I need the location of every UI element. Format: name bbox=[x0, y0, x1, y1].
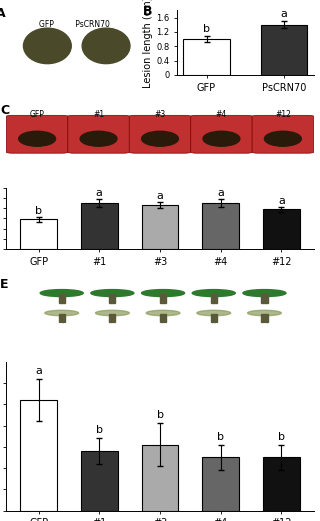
Text: GFP: GFP bbox=[55, 324, 68, 329]
Bar bbox=[59, 294, 65, 303]
Text: a: a bbox=[35, 366, 42, 376]
Bar bbox=[203, 457, 239, 511]
Text: b: b bbox=[96, 425, 103, 435]
Circle shape bbox=[45, 311, 79, 316]
Text: GFP         PsCRN70: GFP PsCRN70 bbox=[39, 20, 110, 29]
Text: #4: #4 bbox=[216, 110, 227, 119]
Bar bbox=[59, 314, 65, 322]
Text: a: a bbox=[278, 196, 285, 206]
Text: b: b bbox=[278, 431, 285, 441]
FancyBboxPatch shape bbox=[6, 115, 68, 153]
FancyBboxPatch shape bbox=[68, 115, 129, 153]
Ellipse shape bbox=[23, 28, 71, 64]
Bar bbox=[261, 294, 268, 303]
Text: Zoospores: Zoospores bbox=[10, 314, 49, 322]
Y-axis label: Lesion length (cm): Lesion length (cm) bbox=[143, 0, 153, 89]
Ellipse shape bbox=[80, 131, 117, 146]
Bar bbox=[261, 25, 308, 75]
Circle shape bbox=[248, 311, 281, 316]
Text: #3: #3 bbox=[158, 324, 168, 329]
Circle shape bbox=[197, 311, 231, 316]
Text: GFP: GFP bbox=[30, 110, 44, 119]
Text: a: a bbox=[96, 188, 103, 199]
Text: C: C bbox=[0, 104, 9, 117]
Circle shape bbox=[40, 290, 83, 296]
Bar bbox=[160, 294, 166, 303]
Text: #3: #3 bbox=[154, 110, 166, 119]
Bar bbox=[109, 294, 116, 303]
Bar bbox=[142, 205, 178, 249]
Bar bbox=[263, 209, 300, 249]
Text: B: B bbox=[143, 5, 152, 18]
Ellipse shape bbox=[203, 131, 240, 146]
Text: E: E bbox=[0, 278, 9, 291]
Bar bbox=[160, 314, 166, 322]
Ellipse shape bbox=[19, 131, 56, 146]
Bar bbox=[109, 314, 116, 322]
Text: Water: Water bbox=[10, 283, 32, 293]
Text: b: b bbox=[35, 206, 42, 216]
Bar bbox=[20, 219, 57, 249]
Bar bbox=[81, 203, 117, 249]
Bar bbox=[183, 39, 230, 75]
Ellipse shape bbox=[264, 131, 301, 146]
Bar bbox=[81, 451, 117, 511]
Circle shape bbox=[95, 311, 129, 316]
Text: a: a bbox=[281, 9, 288, 19]
Text: b: b bbox=[217, 431, 224, 441]
FancyBboxPatch shape bbox=[191, 115, 252, 153]
Circle shape bbox=[141, 290, 185, 296]
Circle shape bbox=[91, 290, 134, 296]
Text: #4: #4 bbox=[209, 324, 219, 329]
Circle shape bbox=[146, 311, 180, 316]
Text: a: a bbox=[156, 191, 164, 201]
Circle shape bbox=[243, 290, 286, 296]
Text: b: b bbox=[203, 24, 210, 34]
Text: #12: #12 bbox=[275, 110, 291, 119]
Text: #1: #1 bbox=[93, 110, 104, 119]
FancyBboxPatch shape bbox=[252, 115, 314, 153]
Text: A: A bbox=[0, 7, 5, 20]
Text: #12: #12 bbox=[257, 324, 272, 329]
Text: b: b bbox=[156, 411, 164, 420]
Text: #1: #1 bbox=[107, 324, 117, 329]
Bar bbox=[263, 457, 300, 511]
Circle shape bbox=[192, 290, 235, 296]
Bar bbox=[20, 400, 57, 511]
Bar bbox=[142, 445, 178, 511]
Ellipse shape bbox=[141, 131, 179, 146]
Bar bbox=[261, 314, 268, 322]
Bar bbox=[203, 203, 239, 249]
FancyBboxPatch shape bbox=[129, 115, 191, 153]
Ellipse shape bbox=[82, 28, 130, 64]
Text: a: a bbox=[217, 188, 224, 199]
Bar bbox=[211, 294, 217, 303]
Bar bbox=[211, 314, 217, 322]
